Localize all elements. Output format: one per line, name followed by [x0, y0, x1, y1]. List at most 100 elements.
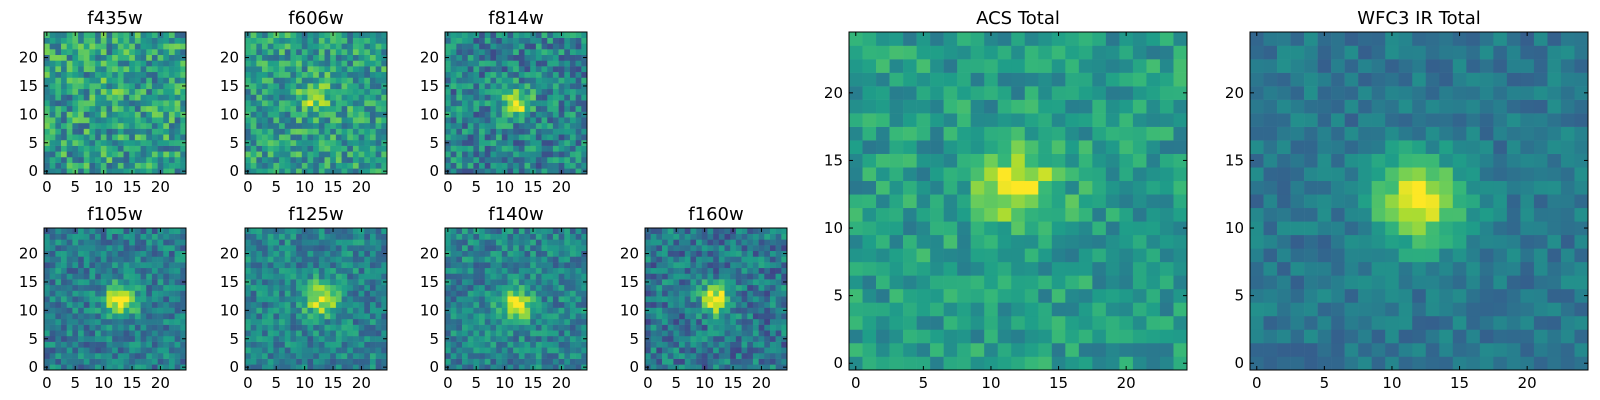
heatmap-cell [151, 83, 158, 90]
heatmap-cell [1065, 329, 1080, 344]
heatmap-cell [462, 364, 469, 371]
heatmap-cell [764, 313, 771, 320]
heatmap-cell [747, 307, 754, 314]
heatmap-cell [507, 37, 514, 44]
heatmap-cell [157, 324, 164, 331]
heatmap-cell [267, 49, 274, 56]
heatmap-cell [369, 111, 376, 118]
heatmap-cell [250, 111, 257, 118]
heatmap-cell [462, 273, 469, 280]
heatmap-cell [581, 43, 588, 50]
heatmap-cell [262, 364, 269, 371]
heatmap-cell [889, 329, 904, 344]
heatmap-cell [89, 145, 96, 152]
heatmap-cell [496, 145, 503, 152]
heatmap-cell [83, 296, 90, 303]
heatmap-cell [479, 335, 486, 342]
heatmap-cell [490, 284, 497, 291]
heatmap-cell [307, 117, 314, 124]
heatmap-cell [741, 250, 748, 257]
heatmap-cell [713, 335, 720, 342]
heatmap-cell [157, 162, 164, 169]
heatmap-cell [662, 284, 669, 291]
heatmap-cell [364, 156, 371, 163]
heatmap-cell [313, 128, 320, 135]
heatmap-cell [134, 352, 141, 359]
heatmap-cell [78, 301, 85, 308]
heatmap-cell [61, 307, 68, 314]
heatmap-cell [335, 279, 342, 286]
heatmap-cell [456, 313, 463, 320]
heatmap-cell [496, 37, 503, 44]
heatmap-cell [690, 245, 697, 252]
heatmap-cell [462, 111, 469, 118]
heatmap-cell [541, 324, 548, 331]
heatmap-cell [701, 262, 708, 269]
heatmap-cell [112, 60, 119, 67]
heatmap-cell [524, 83, 531, 90]
x-tick-label: 20 [151, 178, 170, 196]
heatmap-cell [352, 105, 359, 112]
heatmap-cell [301, 313, 308, 320]
heatmap-cell [490, 66, 497, 73]
heatmap-cell [552, 168, 559, 175]
heatmap-cell [117, 88, 124, 95]
heatmap-cell [151, 134, 158, 141]
heatmap-cell [496, 233, 503, 240]
heatmap-cell [535, 273, 542, 280]
heatmap-cell [112, 250, 119, 257]
heatmap-cell [569, 284, 576, 291]
heatmap-cell [49, 77, 56, 84]
heatmap-cell [775, 352, 782, 359]
heatmap-cell [157, 358, 164, 365]
heatmap-cell [916, 194, 931, 209]
heatmap-cell [318, 32, 325, 38]
heatmap-cell [479, 77, 486, 84]
heatmap-cell [134, 347, 141, 354]
heatmap-cell [769, 341, 776, 348]
heatmap-cell [112, 32, 119, 38]
heatmap-cell [673, 239, 680, 246]
heatmap-cell [55, 330, 62, 337]
heatmap-cell [957, 302, 971, 317]
heatmap-cell [146, 134, 153, 141]
heatmap-cell [741, 296, 748, 303]
heatmap-cell [513, 307, 520, 314]
heatmap-cell [66, 364, 73, 371]
heatmap-cell [1038, 153, 1053, 168]
heatmap-cell [66, 239, 73, 246]
heatmap-cell [72, 117, 79, 124]
heatmap-cell [467, 233, 474, 240]
heatmap-cell [507, 273, 514, 280]
heatmap-cell [1011, 194, 1026, 209]
heatmap-cell [569, 83, 576, 90]
heatmap-cell [684, 358, 691, 365]
heatmap-cell [89, 32, 96, 38]
heatmap-cell [656, 358, 663, 365]
heatmap-cell [95, 318, 102, 325]
heatmap-cell [707, 284, 714, 291]
heatmap-cell [174, 273, 181, 280]
heatmap-cell [89, 162, 96, 169]
heatmap-cell [262, 145, 269, 152]
heatmap-cell [718, 284, 725, 291]
y-tick-label: 15 [220, 77, 239, 95]
heatmap-cell [524, 54, 531, 61]
heatmap-cell [541, 60, 548, 67]
heatmap-cell [970, 275, 985, 290]
heatmap-cell [569, 139, 576, 146]
heatmap-cell [484, 318, 491, 325]
heatmap-cell [318, 313, 325, 320]
heatmap-cell [296, 60, 303, 67]
heatmap-cell [95, 324, 102, 331]
heatmap-cell [569, 88, 576, 95]
heatmap-cell [1011, 167, 1026, 182]
heatmap-cell [707, 290, 714, 297]
heatmap-cell [100, 122, 107, 129]
heatmap-cell [123, 290, 130, 297]
heatmap-cell [267, 307, 274, 314]
heatmap-cell [662, 256, 669, 263]
heatmap-cell [106, 256, 113, 263]
heatmap-cell [524, 128, 531, 135]
heatmap-cell [341, 37, 348, 44]
